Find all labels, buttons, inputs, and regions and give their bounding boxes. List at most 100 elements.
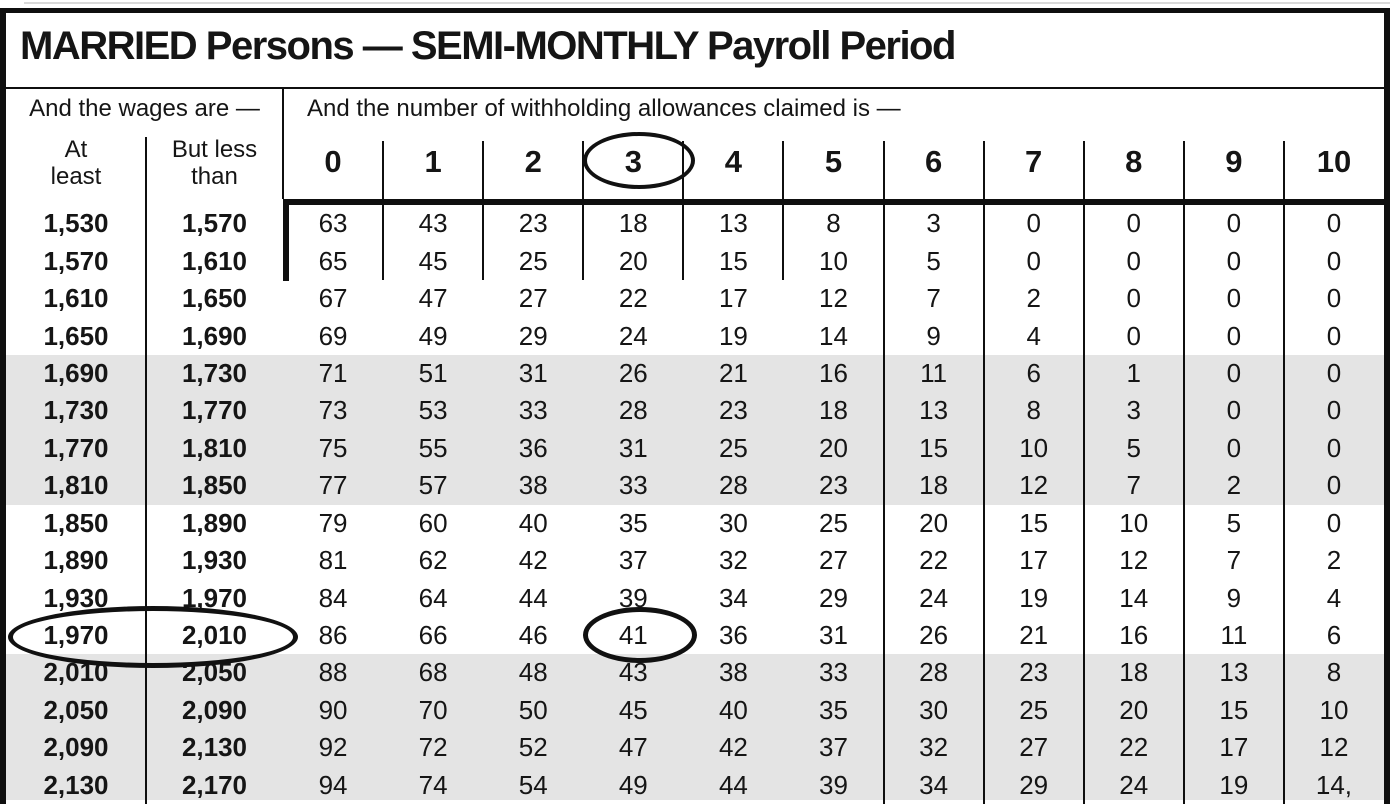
table-rule xyxy=(883,141,885,199)
withholding-value: 6 xyxy=(1326,620,1342,651)
withholding-value: 12 xyxy=(819,283,848,314)
withholding-value: 20 xyxy=(618,245,648,276)
but-less-than-value: 1,690 xyxy=(181,320,248,351)
withholding-value: 22 xyxy=(1119,732,1149,763)
withholding-value: 30 xyxy=(718,507,748,538)
table-rule xyxy=(682,205,684,280)
withholding-value: 3 xyxy=(926,208,941,239)
withholding-value: 63 xyxy=(318,208,348,239)
but-less-than-value: 2,090 xyxy=(181,694,248,725)
withholding-value: 17 xyxy=(1219,732,1249,763)
withholding-value: 55 xyxy=(418,432,448,463)
withholding-value: 27 xyxy=(1019,732,1049,763)
withholding-value: 19 xyxy=(1019,582,1049,613)
withholding-value: 45 xyxy=(618,694,648,725)
withholding-value: 36 xyxy=(518,432,548,463)
withholding-value: 53 xyxy=(418,395,448,426)
at-least-value: 2,050 xyxy=(43,694,109,725)
withholding-value: 21 xyxy=(718,357,748,388)
table-rule xyxy=(382,141,384,199)
circle-annotation-wage-row xyxy=(8,606,298,668)
withholding-value: 7 xyxy=(1226,545,1242,576)
withholding-value: 2 xyxy=(1026,283,1041,314)
withholding-value: 37 xyxy=(618,545,648,576)
wages-section-header: And the wages are — xyxy=(29,95,260,122)
table-rule xyxy=(1083,141,1085,199)
withholding-value: 18 xyxy=(819,395,848,426)
withholding-value: 94 xyxy=(318,769,348,800)
withholding-value: 48 xyxy=(518,657,548,688)
table-row: 2,050 2,090 90 70 50 45 40 35 30 25 20 15 10 xyxy=(6,691,1384,730)
withholding-value: 0 xyxy=(1326,470,1342,501)
table-rule xyxy=(983,141,985,199)
withholding-value: 0 xyxy=(1226,245,1242,276)
withholding-value: 31 xyxy=(518,357,548,388)
withholding-value: 20 xyxy=(1119,694,1149,725)
at-least-value: 1,770 xyxy=(43,432,109,463)
table-row: 1,850 1,890 79 60 40 35 30 25 20 15 10 5 0 xyxy=(6,505,1384,542)
withholding-value: 33 xyxy=(518,395,548,426)
withholding-value: 0 xyxy=(1226,395,1242,426)
withholding-value: 13 xyxy=(1219,657,1249,688)
withholding-value: 29 xyxy=(819,582,848,613)
withholding-value: 13 xyxy=(919,395,949,426)
table-row: 1,890 1,930 81 62 42 37 32 27 22 17 12 7 2 xyxy=(6,542,1384,579)
withholding-value: 4 xyxy=(1326,582,1342,613)
withholding-value: 0 xyxy=(1326,245,1342,276)
withholding-value: 12 xyxy=(1019,470,1049,501)
page-top-edge xyxy=(24,2,1390,4)
withholding-value: 23 xyxy=(1019,657,1049,688)
table-rule xyxy=(482,205,484,280)
table-rule xyxy=(282,89,284,199)
withholding-value: 38 xyxy=(518,470,548,501)
withholding-value: 10 xyxy=(1119,507,1149,538)
at-least-value: 1,570 xyxy=(43,245,109,276)
withholding-value: 40 xyxy=(518,507,548,538)
but-less-than-value: 1,930 xyxy=(181,545,248,576)
but-less-than-value: 1,570 xyxy=(181,208,248,239)
table-rule xyxy=(283,199,1384,205)
withholding-value: 77 xyxy=(318,470,348,501)
withholding-value: 44 xyxy=(518,582,548,613)
table-row: 1,730 1,770 73 53 33 28 23 18 13 8 3 0 0 xyxy=(6,392,1384,430)
withholding-value: 7 xyxy=(1126,470,1141,501)
withholding-value: 32 xyxy=(718,545,748,576)
withholding-value: 45 xyxy=(418,245,448,276)
withholding-value: 0 xyxy=(1126,208,1141,239)
page-bottom-gap xyxy=(6,800,1384,804)
withholding-value: 0 xyxy=(1226,208,1242,239)
withholding-value: 0 xyxy=(1226,283,1242,314)
withholding-value: 33 xyxy=(618,470,648,501)
withholding-value: 46 xyxy=(518,620,548,651)
table-body: 1,530 1,570 63 43 23 18 13 8 3 0 0 0 0 1,570 1,610 65 45… xyxy=(6,205,1384,804)
withholding-value: 12 xyxy=(1319,732,1349,763)
table-rule xyxy=(1183,141,1185,199)
table-frame: MARRIED Persons — SEMI-MONTHLY Payroll P… xyxy=(0,8,1390,804)
table-rule xyxy=(782,205,784,280)
allowance-column-header: 6 xyxy=(924,144,943,179)
withholding-value: 34 xyxy=(718,582,748,613)
withholding-value: 0 xyxy=(1226,357,1242,388)
withholding-value: 49 xyxy=(418,320,448,351)
but-less-than-value: 2,170 xyxy=(181,769,248,800)
withholding-value: 0 xyxy=(1326,507,1342,538)
but-less-than-value: 1,650 xyxy=(181,283,248,314)
allowance-column-headers: 0 1 2 3 4 5 6 7 8 9 10 xyxy=(283,139,1384,199)
withholding-value: 4 xyxy=(1026,320,1041,351)
table-rule xyxy=(1283,205,1285,804)
withholding-value: 11 xyxy=(920,357,948,388)
withholding-value: 62 xyxy=(418,545,448,576)
withholding-value: 3 xyxy=(1126,395,1141,426)
withholding-value: 73 xyxy=(318,395,348,426)
withholding-value: 25 xyxy=(819,507,848,538)
table-rule xyxy=(582,205,584,280)
withholding-value: 16 xyxy=(1119,620,1149,651)
withholding-value: 1 xyxy=(1126,357,1141,388)
withholding-value: 49 xyxy=(618,769,648,800)
withholding-value: 23 xyxy=(819,470,848,501)
withholding-value: 18 xyxy=(1119,657,1149,688)
at-least-value: 2,130 xyxy=(43,769,109,800)
withholding-value: 9 xyxy=(1226,582,1242,613)
but-less-than-value: 1,890 xyxy=(181,507,248,538)
at-least-value: 1,530 xyxy=(43,208,109,239)
